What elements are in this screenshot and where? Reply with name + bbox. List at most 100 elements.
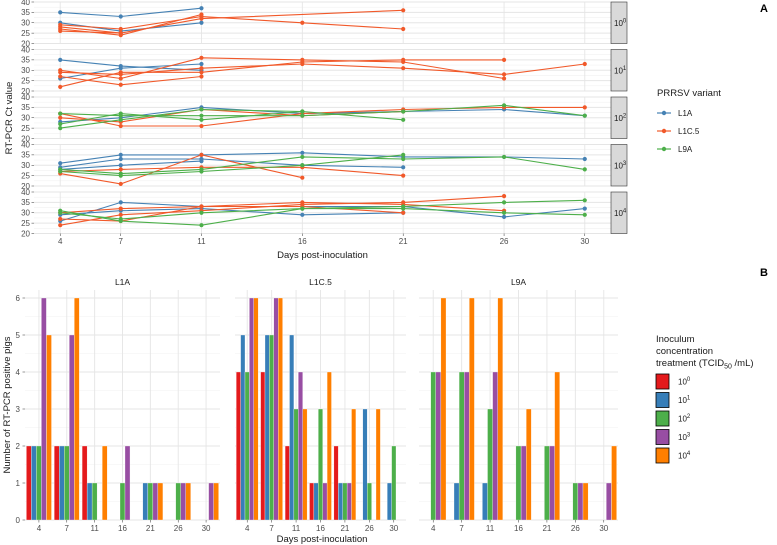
data-point-L1C.5 [58,70,63,75]
bar-L1C.5-21-t3 [346,482,352,521]
bar-L1C.5-26-t4 [375,408,381,521]
data-point-L1C.5 [300,175,305,180]
legend-key-point [661,110,667,116]
data-point-L9A [300,163,305,168]
y-tick-label: 20 [21,39,30,48]
data-point-L1A [58,57,63,62]
data-point-L1C.5 [401,173,406,178]
bar-L1A-7-t2 [64,445,70,521]
facet-title: L1A [115,277,130,287]
data-point-L1A [300,150,305,155]
bar-L9A-30-t3 [606,482,612,521]
legend-title-line: concentration [656,346,713,357]
data-point-L1A [582,206,587,211]
legend-label: L1A [678,109,693,118]
data-point-L9A [58,126,63,131]
bar-L9A-7-t4 [469,297,475,521]
legend-label: 102 [678,414,691,424]
bar-L9A-4-t3 [435,371,442,521]
x-tick-label: 30 [599,524,608,533]
x-tick-label: 4 [431,524,436,533]
data-point-L1C.5 [401,8,406,13]
data-point-L1C.5 [401,210,406,215]
y-tick-label: 6 [16,294,21,303]
facet-strip-label: 103 [614,161,627,171]
panel-tag-a: A [760,3,768,15]
panel-tag-b: B [760,267,768,279]
x-tick-label: 26 [500,237,509,246]
data-point-L9A [118,173,123,178]
data-point-L1C.5 [58,223,63,228]
data-point-L9A [582,167,587,172]
bar-L1A-21-t3 [152,482,159,521]
bar-L9A-30-t4 [611,445,617,521]
facet-strip-label-exp: 0 [623,18,627,24]
y-tick-label: 30 [21,66,30,75]
facet-strip-label-exp: 2 [623,113,627,119]
x-tick-label: 7 [459,524,464,533]
bar-L1A-4-t0 [26,445,32,521]
bar-L1C.5-4-t2 [244,371,250,521]
data-point-L1C.5 [199,55,204,60]
legend-label-base: 10 [678,378,687,387]
data-point-L9A [501,103,507,108]
y-tick-label: 30 [21,114,30,123]
bar-L1C.5-4-t3 [249,297,254,521]
facet-strip-label-exp: 1 [623,66,627,72]
bar-L1C.5-7-t1 [264,334,270,521]
facet-strip-label: 100 [614,18,627,28]
x-tick-label: 16 [514,524,523,533]
facet-strip-label-exp: 4 [623,208,627,214]
bar-L1C.5-16-t1 [313,482,319,521]
bar-L9A-16-t3 [520,445,527,521]
data-point-L1C.5 [199,152,204,157]
bar-L1C.5-4-t1 [240,334,246,521]
data-point-L9A [58,169,63,174]
series-line-L1C.5 [60,154,303,185]
y-tick-label: 40 [21,188,30,197]
legend-label-exp: 0 [687,377,691,383]
legend-key-swatch [655,410,670,427]
bar-L1C.5-26-t2 [367,482,372,521]
data-point-L1C.5 [118,82,123,87]
bar-L9A-11-t1 [482,482,488,521]
data-point-L1C.5 [118,181,123,187]
legend-label-exp: 3 [687,433,691,439]
data-point-L1C.5 [582,105,587,110]
bar-L1C.5-11-t4 [302,408,308,521]
facet-strip-label-base: 10 [614,209,623,218]
legend-key-swatch [655,429,670,445]
y-tick-label: 20 [21,134,30,143]
legend-label: L9A [678,145,693,154]
facet-b-L1C.5: 4 7 11 16 21 26 30 L1C.5 [235,277,406,533]
x-tick-label: 26 [365,524,374,533]
facet-title: L1C.5 [309,277,332,287]
bar-L9A-21-t3 [549,445,555,521]
data-point-L1C.5 [199,123,204,129]
x-tick-label: 21 [542,524,551,533]
data-point-L9A [199,169,204,174]
data-point-L9A [401,117,406,122]
bar-L1C.5-26-t1 [362,408,368,521]
data-point-L1C.5 [300,20,305,25]
data-point-L9A [199,107,204,112]
bar-L1A-11-t1 [86,482,93,521]
legend-label: L1C.5 [678,127,700,136]
data-point-L1A [118,200,123,205]
bar-L9A-21-t2 [544,445,550,521]
y-tick-label: 40 [21,140,30,149]
y-tick-label: 2 [16,442,21,451]
data-point-L9A [501,210,507,215]
data-point-L1C.5 [118,206,123,211]
bar-L1C.5-4-t4 [253,297,259,521]
bar-L9A-7-t3 [464,371,470,521]
y-tick-label: 25 [21,171,30,180]
data-point-L1A [118,152,123,157]
x-tick-label: 11 [292,524,301,533]
bar-L1A-7-t0 [54,445,60,521]
facet-strip-label: 101 [614,66,627,76]
facet-strip-label: 104 [614,208,627,218]
